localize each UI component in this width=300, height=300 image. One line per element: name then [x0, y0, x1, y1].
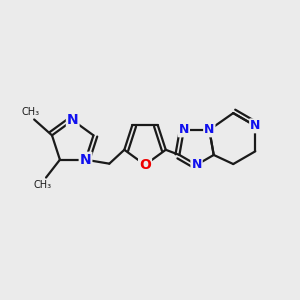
- Text: O: O: [139, 158, 151, 172]
- Text: N: N: [67, 113, 79, 127]
- Text: CH₃: CH₃: [33, 181, 51, 190]
- Text: N: N: [178, 123, 189, 136]
- Text: N: N: [80, 153, 91, 167]
- Text: N: N: [191, 158, 202, 171]
- Text: CH₃: CH₃: [21, 106, 39, 117]
- Text: N: N: [204, 123, 214, 136]
- Text: N: N: [250, 119, 260, 132]
